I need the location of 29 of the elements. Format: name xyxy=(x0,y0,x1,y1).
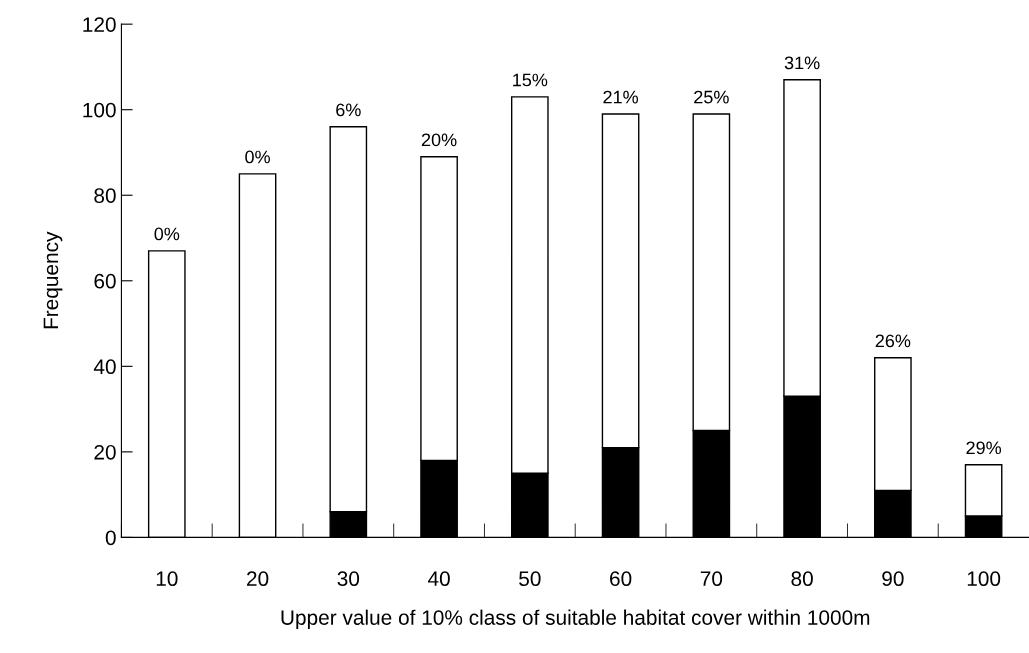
x-axis-title: Upper value of 10% class of suitable habitat cover within 1000m xyxy=(281,609,870,630)
annotation: 31% xyxy=(784,56,820,70)
x-tick-label: 100 xyxy=(967,571,1001,587)
y-tick-label: 100 xyxy=(83,102,116,118)
x-tick-label: 40 xyxy=(427,571,450,587)
annotation: 0% xyxy=(154,227,180,241)
x-tick-label: 30 xyxy=(337,571,360,587)
annotation: 20% xyxy=(421,133,457,147)
x-tick-label: 10 xyxy=(156,571,178,587)
x-tick-label: 20 xyxy=(247,571,269,587)
y-axis-title: Frequency xyxy=(43,231,63,329)
y-tick-label: 20 xyxy=(94,444,116,460)
x-tick-label: 80 xyxy=(791,571,813,587)
annotation: 15% xyxy=(513,73,548,87)
annotation: 26% xyxy=(875,334,911,348)
y-tick-label: 80 xyxy=(94,188,116,203)
y-tick-label: 40 xyxy=(93,359,116,375)
x-tick-label: 60 xyxy=(610,571,632,587)
x-tick-label: 70 xyxy=(700,571,723,587)
annotation: 0% xyxy=(245,150,270,164)
y-tick-label: 0 xyxy=(105,530,116,546)
x-tick-label: 90 xyxy=(882,571,904,587)
y-tick-label: 120 xyxy=(83,17,116,32)
x-tick-label: 50 xyxy=(519,571,541,587)
annotation: 21% xyxy=(603,90,639,104)
annotation: 25% xyxy=(694,90,729,104)
y-tick-label: 60 xyxy=(94,273,116,289)
annotation: 29% xyxy=(966,441,1002,455)
annotation: 6% xyxy=(336,103,361,117)
